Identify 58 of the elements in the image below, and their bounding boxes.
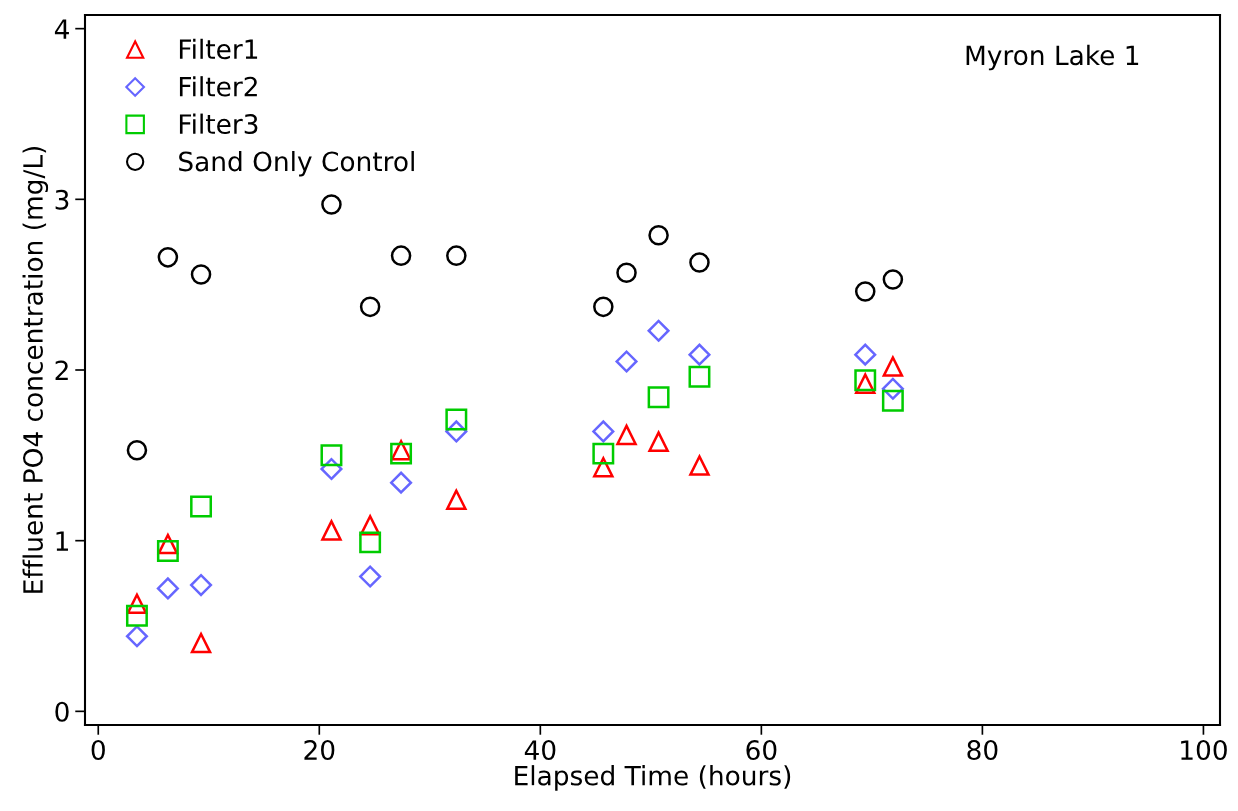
point	[688, 365, 711, 388]
point	[688, 343, 711, 366]
point	[648, 224, 669, 246]
point	[359, 565, 382, 588]
y-tick-label: 1	[56, 531, 68, 551]
point	[593, 296, 614, 318]
point	[359, 531, 382, 554]
x-tick-label: 80	[967, 740, 998, 761]
point	[647, 319, 670, 342]
legend-label: Filter3	[179, 113, 258, 135]
point	[648, 431, 669, 452]
point	[321, 520, 342, 541]
point	[689, 455, 710, 476]
point	[359, 296, 381, 318]
y-tick-label: 3	[55, 189, 69, 210]
point	[882, 356, 904, 377]
point	[615, 350, 638, 373]
point	[190, 264, 212, 285]
point	[647, 386, 670, 409]
legend-label: Filter2	[179, 76, 257, 97]
point	[125, 625, 149, 648]
point	[190, 632, 212, 654]
x-tick-label: 40	[524, 740, 556, 761]
point	[446, 245, 467, 266]
point	[616, 262, 637, 283]
legend-label: Sand Only Control	[179, 150, 414, 177]
point	[190, 495, 213, 518]
point	[446, 489, 467, 510]
point	[390, 245, 412, 266]
point	[157, 247, 179, 268]
x-tick-label: 100	[1181, 740, 1227, 761]
x-axis-title: Elapsed Time (hours)	[515, 765, 791, 791]
point	[126, 439, 148, 461]
point	[125, 604, 148, 627]
legend-label: Filter1	[179, 38, 258, 60]
point	[320, 444, 343, 467]
y-tick-label: 4	[54, 19, 69, 39]
y-tick-label: 0	[55, 701, 69, 722]
y-tick-label: 2	[55, 360, 68, 381]
point	[592, 442, 615, 465]
annotation: Myron Lake 1	[966, 44, 1139, 71]
point	[616, 424, 637, 446]
point	[321, 194, 342, 215]
point	[592, 420, 615, 443]
point	[881, 389, 904, 412]
point	[156, 577, 179, 600]
point	[689, 252, 710, 273]
point	[445, 408, 468, 431]
point	[189, 573, 213, 597]
x-tick-label: 20	[304, 740, 335, 761]
x-tick-label: 0	[91, 740, 105, 761]
point	[156, 539, 179, 562]
x-tick-label: 60	[746, 740, 777, 761]
point	[390, 471, 413, 494]
point	[854, 281, 876, 302]
point	[854, 343, 877, 366]
y-axis-title: Effluent PO4 concentration (mg/L)	[22, 146, 49, 593]
point	[882, 269, 904, 290]
